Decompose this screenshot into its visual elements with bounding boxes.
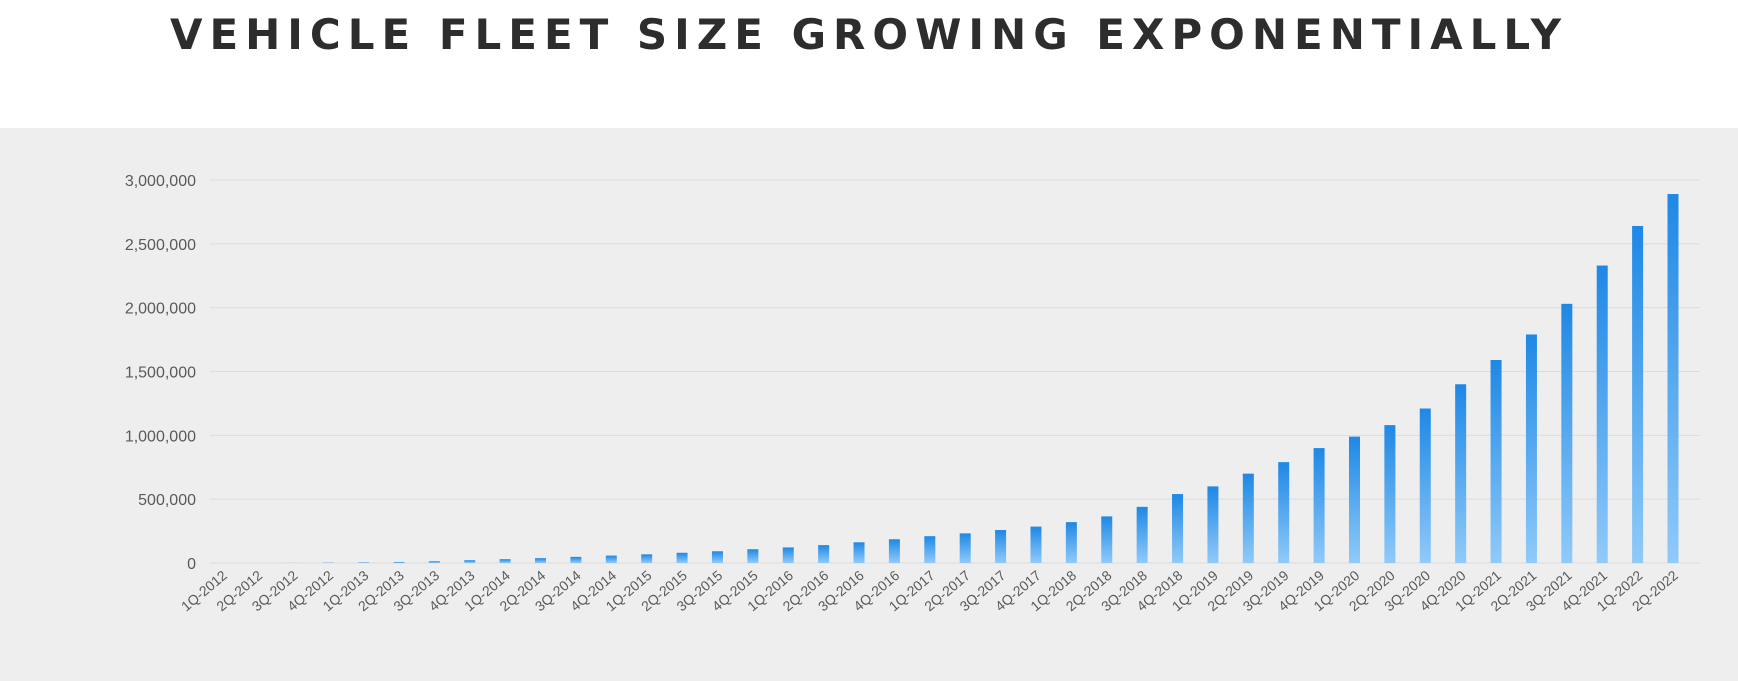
bar-3Q-2017 [995, 530, 1007, 563]
bar-3Q-2020 [1419, 408, 1431, 563]
grid-lines [210, 179, 1700, 564]
bar-4Q-2021 [1596, 265, 1608, 563]
bar-2Q-2016 [818, 545, 830, 563]
bar-1Q-2018 [1065, 522, 1077, 563]
y-axis: 0 500,000 1,000,000 1,500,000 2,000,000 2,500… [125, 173, 196, 573]
bar-1Q-2022 [1632, 225, 1644, 563]
bar-3Q-2021 [1561, 303, 1573, 563]
bar-4Q-2020 [1455, 384, 1467, 563]
bar-3Q-2014 [570, 556, 582, 563]
bar-4Q-2014 [605, 555, 617, 563]
bars [287, 194, 1679, 563]
y-tick-label: 1,000,000 [125, 428, 196, 445]
bar-2Q-2013 [393, 561, 405, 563]
y-tick-label: 0 [187, 556, 196, 573]
bar-1Q-2014 [499, 559, 511, 563]
bar-1Q-2019 [1207, 486, 1219, 563]
y-tick-label: 1,500,000 [125, 365, 196, 382]
bar-1Q-2020 [1348, 436, 1360, 563]
bar-3Q-2015 [711, 551, 723, 563]
bar-2Q-2014 [535, 558, 547, 563]
bar-2Q-2017 [959, 533, 971, 563]
chart-title: VEHICLE FLEET SIZE GROWING EXPONENTIALLY [169, 10, 1569, 59]
bar-1Q-2017 [924, 536, 936, 563]
bar-1Q-2021 [1490, 360, 1502, 563]
bar-4Q-2016 [888, 539, 900, 563]
bar-4Q-2018 [1172, 494, 1184, 563]
bar-2Q-2015 [676, 552, 688, 563]
bar-3Q-2013 [428, 561, 440, 563]
bar-2Q-2022 [1667, 194, 1679, 563]
bar-4Q-2019 [1313, 448, 1325, 563]
bar-1Q-2016 [782, 547, 794, 563]
y-tick-label: 3,000,000 [125, 173, 196, 190]
bar-chart: 0 500,000 1,000,000 1,500,000 2,000,000 2,500… [125, 173, 1700, 614]
bar-1Q-2015 [641, 554, 653, 563]
bar-4Q-2013 [464, 560, 476, 563]
y-tick-label: 2,000,000 [125, 301, 196, 318]
bar-2Q-2018 [1101, 516, 1113, 563]
bar-4Q-2017 [1030, 526, 1042, 563]
y-tick-label: 500,000 [138, 492, 196, 509]
bar-1Q-2013 [358, 562, 370, 563]
bar-3Q-2018 [1136, 506, 1148, 563]
bar-2Q-2020 [1384, 425, 1396, 563]
chart-panel: 0 500,000 1,000,000 1,500,000 2,000,000 2,500… [0, 128, 1738, 681]
bar-2Q-2019 [1242, 473, 1254, 563]
bar-2Q-2021 [1525, 334, 1537, 563]
chart-header: VEHICLE FLEET SIZE GROWING EXPONENTIALLY [0, 0, 1738, 128]
bar-4Q-2015 [747, 549, 759, 563]
y-tick-label: 2,500,000 [125, 237, 196, 254]
x-axis: 1Q-20122Q-20123Q-20124Q-20121Q-20132Q-20… [178, 567, 1681, 614]
bar-3Q-2019 [1278, 462, 1290, 563]
bar-3Q-2016 [853, 542, 865, 563]
